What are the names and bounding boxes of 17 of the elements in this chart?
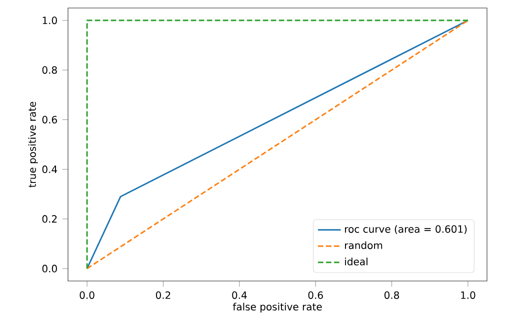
legend-label: ideal — [345, 258, 368, 266]
y-tick-label: 1.0 — [42, 16, 57, 24]
x-tick-label: 0.2 — [156, 291, 170, 299]
y-tick-label: 0.6 — [42, 116, 57, 124]
y-tick-label: 0.2 — [42, 215, 57, 223]
y-tick-label: 0.0 — [42, 264, 57, 272]
x-tick-label: 0.0 — [80, 291, 94, 299]
x-tick-label: 0.6 — [308, 291, 323, 299]
x-axis-title: false positive rate — [232, 302, 322, 312]
x-tick-label: 1.0 — [461, 291, 476, 299]
legend-label: random — [345, 241, 382, 250]
x-tick-label: 0.4 — [232, 291, 247, 299]
x-tick-label: 0.8 — [384, 291, 400, 299]
legend-label: roc curve (area = 0.601) — [345, 225, 467, 234]
y-tick-label: 0.4 — [42, 166, 58, 174]
y-tick-label: 0.8 — [42, 66, 57, 74]
y-axis-title: true positive rate — [28, 102, 38, 188]
